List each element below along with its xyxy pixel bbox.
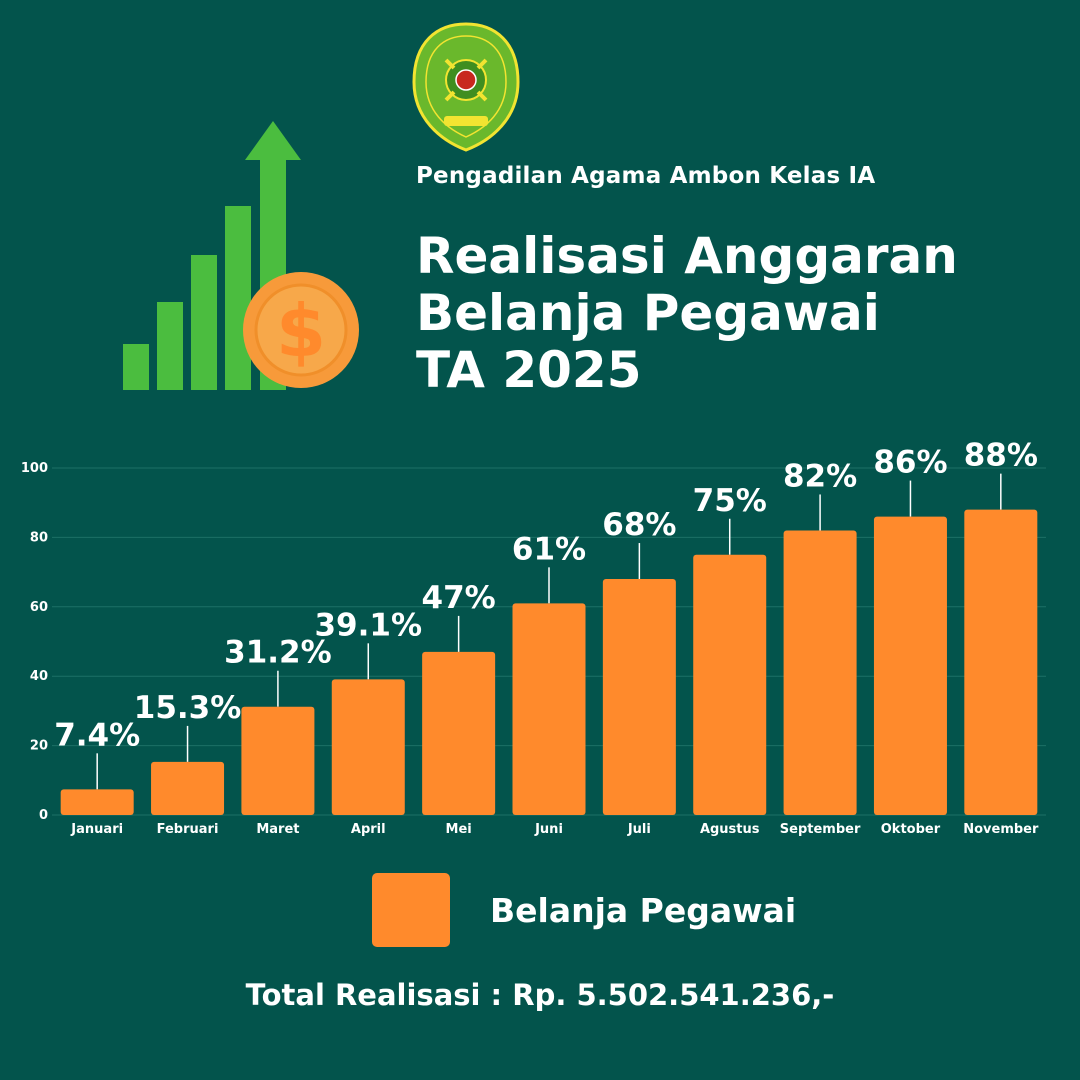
- x-tick-label: Maret: [256, 822, 299, 837]
- data-label: 39.1%: [314, 607, 422, 643]
- organization-name: Pengadilan Agama Ambon Kelas IA: [416, 163, 876, 189]
- y-tick-label: 20: [30, 739, 48, 754]
- bar: [693, 554, 767, 815]
- data-label: 15.3%: [134, 690, 242, 726]
- y-tick-label: 40: [30, 669, 48, 684]
- total-realization: Total Realisasi : Rp. 5.502.541.236,-: [245, 978, 835, 1012]
- data-label: 7.4%: [54, 717, 140, 753]
- bar: [331, 679, 405, 815]
- bar: [512, 603, 586, 815]
- data-label: 82%: [783, 458, 857, 494]
- x-tick-label: Mei: [446, 822, 472, 837]
- x-tick-label: Februari: [157, 822, 219, 837]
- data-label: 88%: [964, 438, 1038, 474]
- data-label: 68%: [602, 507, 676, 543]
- x-tick-label: September: [780, 822, 861, 837]
- x-tick-label: November: [963, 822, 1039, 837]
- y-tick-label: 0: [39, 808, 48, 823]
- bar: [602, 579, 676, 815]
- title-line: TA 2025: [416, 341, 642, 399]
- bar: [151, 761, 225, 815]
- bar-chart: 0 20 40 60 80 100 7.4% Januari 15.3% Februari 31.2…: [21, 438, 1046, 837]
- x-tick-label: Juni: [534, 822, 563, 837]
- x-tick-label: Oktober: [881, 822, 941, 837]
- bar: [241, 706, 315, 815]
- title-line: Belanja Pegawai: [416, 284, 880, 342]
- y-tick-label: 60: [30, 600, 48, 615]
- growth-chart-coin-icon: $: [123, 121, 359, 390]
- data-label: 31.2%: [224, 635, 332, 671]
- legend-swatch: [372, 873, 450, 947]
- bar: [873, 516, 947, 815]
- data-label: 75%: [693, 483, 767, 519]
- coin-dollar-icon: $: [276, 289, 326, 373]
- page-title: Realisasi Anggaran Belanja Pegawai TA 20…: [416, 228, 958, 399]
- x-tick-label: April: [351, 822, 386, 837]
- data-label: 61%: [512, 531, 586, 567]
- x-tick-label: Juli: [627, 822, 651, 837]
- x-tick-label: Agustus: [700, 822, 760, 837]
- data-label: 47%: [422, 580, 496, 616]
- chart-legend: Belanja Pegawai: [372, 873, 796, 947]
- legend-label: Belanja Pegawai: [490, 890, 797, 930]
- bar: [783, 530, 857, 815]
- bar: [60, 789, 134, 815]
- x-tick-label: Januari: [70, 822, 123, 837]
- title-line: Realisasi Anggaran: [416, 227, 958, 285]
- data-label: 86%: [873, 445, 947, 481]
- y-tick-label: 80: [30, 530, 48, 545]
- court-emblem-icon: [412, 22, 520, 152]
- y-tick-label: 100: [21, 461, 48, 476]
- bar: [422, 651, 496, 815]
- bar: [964, 509, 1038, 815]
